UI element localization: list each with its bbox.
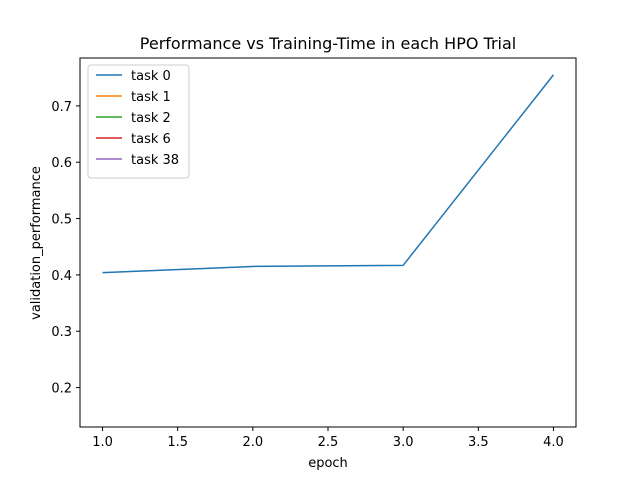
y-axis-label: validation_performance: [29, 166, 44, 320]
y-tick-label: 0.3: [51, 325, 72, 340]
y-axis: 0.2 0.3 0.4 0.5 0.6 0.7: [51, 100, 80, 397]
x-tick-label: 4.0: [543, 435, 564, 450]
legend-frame: [87, 64, 190, 179]
chart-title: Performance vs Training-Time in each HPO…: [140, 34, 516, 53]
x-tick-label: 3.0: [393, 435, 414, 450]
x-tick-label: 2.5: [318, 435, 339, 450]
x-tick-label: 1.0: [92, 435, 113, 450]
x-tick-label: 3.5: [468, 435, 489, 450]
legend: task 0 task 1 task 2 task 6 task 38: [87, 64, 190, 179]
y-tick-label: 0.2: [51, 382, 72, 397]
y-tick-label: 0.6: [51, 156, 72, 171]
legend-label: task 38: [131, 153, 179, 168]
x-axis-label: epoch: [308, 456, 348, 471]
legend-label: task 1: [131, 90, 171, 105]
x-tick-label: 1.5: [167, 435, 188, 450]
y-tick-label: 0.4: [51, 269, 72, 284]
series-line: [102, 74, 555, 274]
series-lines: [102, 74, 555, 274]
legend-label: task 2: [131, 111, 171, 126]
y-tick-label: 0.7: [51, 100, 72, 115]
legend-label: task 6: [131, 132, 171, 147]
x-tick-label: 2.0: [243, 435, 264, 450]
y-tick-label: 0.5: [51, 213, 72, 228]
legend-label: task 0: [131, 69, 171, 84]
x-axis: 1.0 1.5 2.0 2.5 3.0 3.5 4.0: [92, 427, 564, 450]
